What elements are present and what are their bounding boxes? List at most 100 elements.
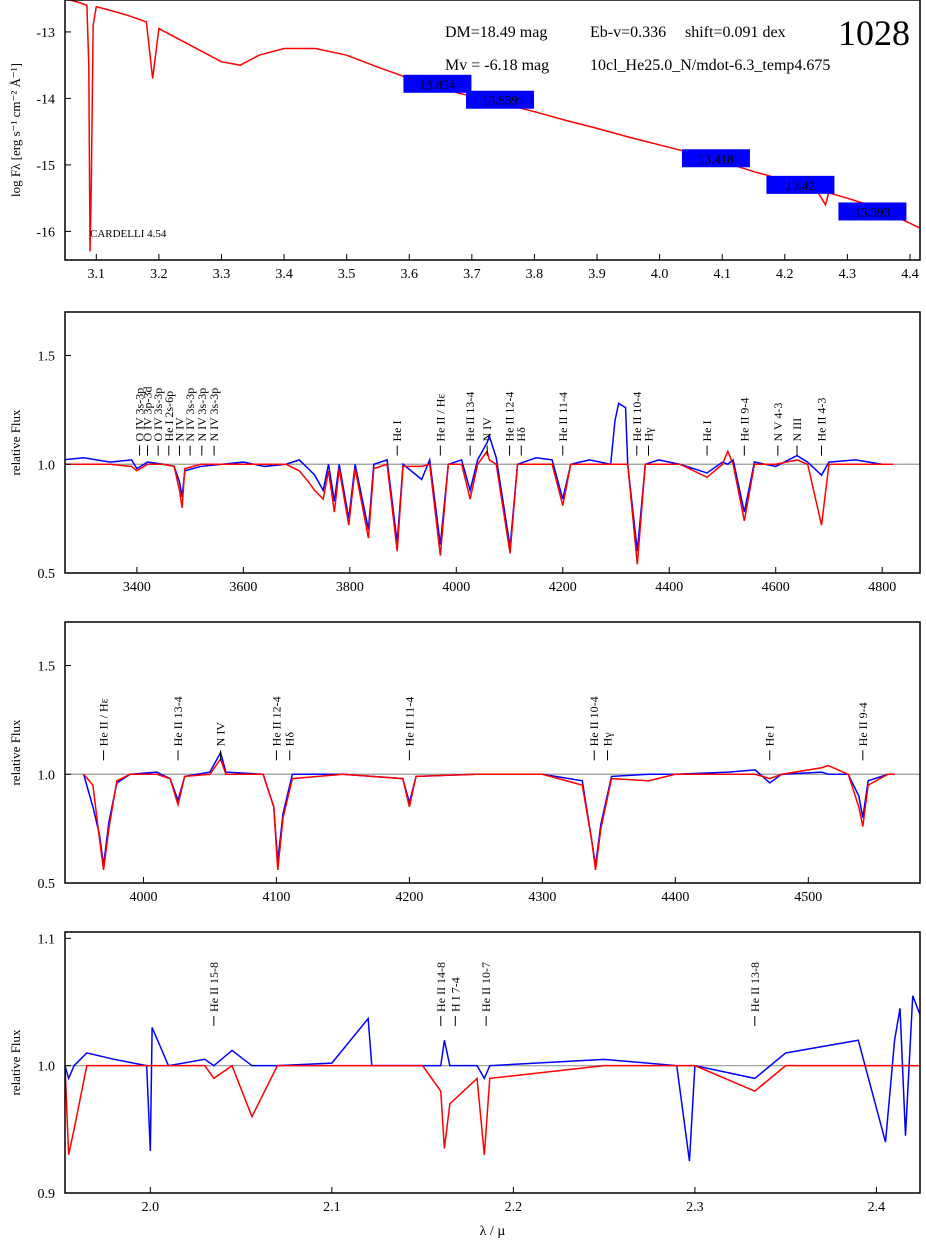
x-tick-label: 3600 — [229, 580, 257, 595]
photometry-label: 13.42 — [786, 178, 815, 193]
spectrum-line — [82, 750, 895, 866]
spectrum-line — [65, 449, 893, 565]
x-tick-label: 4400 — [655, 580, 683, 595]
annotation: 10cl_He25.0_N/mdot-6.3_temp4.675 — [590, 57, 830, 74]
line-label: Hγ — [641, 427, 655, 442]
y-tick-label: 1.0 — [38, 1060, 56, 1075]
x-tick-label: 3.1 — [88, 267, 106, 282]
x-tick-label: 4.2 — [776, 267, 794, 282]
line-label: He II 13-4 — [463, 392, 477, 442]
line-label: Hδ — [514, 427, 528, 442]
y-tick-label: 0.5 — [38, 877, 56, 892]
line-label: N IV — [480, 417, 494, 442]
line-label: He I — [763, 725, 777, 746]
spectrum-line — [65, 995, 920, 1162]
y-tick-label: -13 — [36, 26, 55, 41]
x-tick-label: 3.5 — [338, 267, 356, 282]
x-tick-label: 4300 — [528, 890, 556, 905]
plot-frame — [64, 0, 921, 261]
x-tick-label: 4400 — [661, 890, 689, 905]
line-label: N V 4-3 — [771, 403, 785, 442]
series-group — [65, 995, 920, 1162]
panel: 3.1 3.2 3.3 3.4 3.5 3.6 3.7 3.8 3.9 4.0 4.1 4.2 4.3 4… — [8, 0, 921, 282]
line-label: N IV 3s-3p — [207, 388, 221, 442]
line-label: He I — [390, 421, 404, 442]
line-label: He I — [700, 421, 714, 442]
line-label: He II 9-4 — [856, 702, 870, 746]
plot-frame — [64, 311, 921, 574]
x-tick-label: 4200 — [395, 890, 423, 905]
x-tick-label: 4.4 — [901, 267, 919, 282]
x-tick-label: 2.3 — [686, 1200, 704, 1215]
line-label: He II / Hε — [433, 394, 447, 442]
y-tick-label: -14 — [36, 92, 55, 107]
annotation: 1028 — [838, 13, 910, 53]
annotation: Eb-v=0.336 — [590, 24, 666, 41]
y-tick-label: 1.5 — [38, 350, 56, 365]
y-tick-label: 1.1 — [38, 932, 56, 947]
x-tick-label: 3400 — [123, 580, 151, 595]
line-label: He II 14-8 — [434, 962, 448, 1012]
line-label: N IV — [214, 722, 228, 747]
x-tick-label: 4800 — [868, 580, 896, 595]
line-label: He I 2s-6p — [162, 391, 176, 442]
line-label: He II 11-4 — [556, 392, 570, 442]
line-label: H I 7-4 — [448, 977, 462, 1012]
panel: 2.0 2.1 2.2 2.3 2.4 0.9 1.0 1.1 relative Flux λ /… — [8, 931, 921, 1239]
line-label: He II 11-4 — [402, 697, 416, 747]
line-label: He II 12-4 — [503, 392, 517, 442]
x-tick-label: 2.2 — [505, 1200, 523, 1215]
y-tick-label: 0.5 — [38, 567, 56, 582]
y-tick-label: 1.0 — [38, 768, 56, 783]
line-label: Hγ — [601, 732, 615, 747]
line-label: N IV — [172, 417, 186, 442]
y-axis-label: relative Flux — [8, 1029, 23, 1096]
x-tick-label: 2.4 — [868, 1200, 886, 1215]
photometry-label: 13.418 — [698, 151, 734, 166]
line-label: He II 15-8 — [207, 962, 221, 1012]
series-group — [82, 750, 895, 871]
photometry-box — [403, 74, 472, 93]
line-label: O IV 3p-3d — [141, 386, 155, 441]
panel: 4000 4100 4200 4300 4400 4500 0.5 1.0 1.5 relativ… — [8, 621, 921, 905]
photometry-box — [838, 202, 907, 221]
x-tick-label: 2.1 — [323, 1200, 341, 1215]
x-tick-label: 4500 — [794, 890, 822, 905]
spectrum-line — [65, 402, 893, 552]
annotation: CARDELLI 4.54 — [90, 228, 167, 240]
line-label: O IV 3s-3p — [151, 388, 165, 442]
y-tick-label: -15 — [36, 159, 55, 174]
x-tick-label: 2.0 — [142, 1200, 160, 1215]
y-tick-label: 0.9 — [38, 1187, 56, 1202]
y-tick-label: -16 — [36, 225, 55, 240]
x-tick-label: 4.1 — [713, 267, 731, 282]
photometry-box — [766, 175, 835, 194]
x-tick-label: 3.8 — [526, 267, 544, 282]
x-tick-label: 3.6 — [401, 267, 419, 282]
x-tick-label: 3.7 — [463, 267, 481, 282]
y-tick-label: 1.5 — [38, 660, 56, 675]
x-tick-label: 3800 — [336, 580, 364, 595]
series-group — [65, 402, 893, 565]
x-tick-label: 4.0 — [651, 267, 669, 282]
plot-frame — [64, 931, 921, 1194]
line-label: N IV 3s-3p — [183, 388, 197, 442]
photometry-label: 13.839 — [482, 93, 518, 108]
annotation: DM=18.49 mag — [445, 24, 547, 41]
x-tick-label: 4600 — [762, 580, 790, 595]
line-label: N III — [790, 418, 804, 442]
panel: 3400 3600 3800 4000 4200 4400 4600 4800 0.5 1.0 1.… — [8, 311, 921, 595]
annotation: Mv = -6.18 mag — [445, 57, 549, 74]
x-tick-label: 4.3 — [839, 267, 857, 282]
line-label: He II 13-8 — [748, 962, 762, 1012]
x-tick-label: 3.2 — [150, 267, 168, 282]
line-label: He II 10-7 — [479, 962, 493, 1012]
photometry-label: 13.854 — [420, 77, 456, 92]
line-label: He II 10-4 — [630, 392, 644, 442]
x-tick-label: 3.4 — [275, 267, 293, 282]
x-tick-label: 4200 — [549, 580, 577, 595]
x-tick-label: 4100 — [262, 890, 290, 905]
x-axis-label: λ / µ — [480, 1224, 506, 1239]
